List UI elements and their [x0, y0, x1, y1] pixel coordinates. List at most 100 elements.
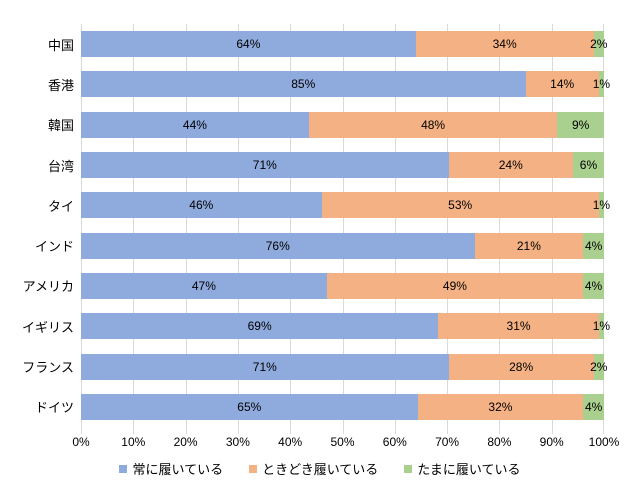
chart-row: 64% 34% 2% [81, 24, 607, 64]
stacked-bar: 69% 31% 1% [81, 313, 610, 340]
chart-row: 47% 49% 4% [81, 266, 604, 306]
gridline [394, 24, 396, 427]
x-tick-label: 80% [487, 435, 512, 449]
data-label: 32% [488, 399, 513, 414]
data-label: 14% [550, 77, 575, 92]
bar-segment: 14% [525, 71, 599, 98]
legend-item: 常に履いている [119, 459, 223, 478]
bar-segment: 69% [81, 313, 439, 340]
data-label: 44% [182, 117, 207, 132]
bar-rows: 64% 34% 2% 85% 14% 1% 44% 48% 9% 71% 24% 6% 46% 53% 1%… [81, 24, 610, 427]
bar-segment: 71% [81, 152, 449, 179]
data-label: 64% [236, 37, 261, 52]
data-label: 34% [492, 37, 517, 52]
bar-segment: 65% [81, 393, 418, 420]
chart-row: 71% 24% 6% [81, 145, 604, 185]
category-label: 香港 [47, 77, 74, 93]
bar-segment: 48% [308, 111, 558, 138]
stacked-bar: 65% 32% 4% [81, 393, 604, 420]
x-tick-label: 90% [539, 435, 564, 449]
x-tick-label: 40% [278, 435, 303, 449]
x-tick-label: 30% [225, 435, 250, 449]
bar-segment: 46% [81, 192, 322, 219]
bar-segment: 2% [590, 31, 607, 58]
chart-row: 76% 21% 4% [81, 225, 604, 265]
data-label: 2% [590, 359, 608, 374]
category-label: 台湾 [47, 158, 74, 174]
gridline [603, 24, 604, 427]
data-label: 47% [191, 278, 216, 293]
chart-row: 71% 28% 2% [81, 346, 607, 386]
category-label: ドイツ [34, 400, 74, 416]
gridline [290, 24, 292, 427]
stacked-bar: 76% 21% 4% [81, 232, 604, 259]
gridline [133, 24, 135, 427]
data-label: 53% [448, 198, 473, 213]
data-label: 9% [572, 117, 590, 132]
data-label: 1% [592, 77, 611, 92]
plot-area: 64% 34% 2% 85% 14% 1% 44% 48% 9% 71% 24% 6% 46% 53% 1%… [81, 24, 610, 434]
data-label: 65% [237, 399, 262, 414]
bar-segment: 64% [81, 31, 416, 58]
axis-tick-mark [342, 427, 344, 434]
stacked-bar: 46% 53% 1% [81, 192, 610, 219]
legend-label: たまに履いている [417, 462, 521, 477]
data-label: 76% [265, 238, 290, 253]
axis-tick-mark [447, 427, 449, 434]
legend: 常に履いている ときどき履いている たまに履いている [0, 459, 640, 478]
data-label: 4% [584, 399, 603, 414]
bar-segment: 47% [81, 272, 327, 299]
gridline [499, 24, 501, 427]
gridline [81, 24, 82, 427]
stacked-bar: 64% 34% 2% [81, 31, 607, 58]
category-label: イギリス [21, 319, 74, 335]
stacked-bar: 85% 14% 1% [81, 71, 610, 98]
axis-tick-mark [394, 427, 396, 434]
x-tick-label: 50% [330, 435, 355, 449]
axis-tick-mark [133, 427, 135, 434]
gridline [342, 24, 344, 427]
axis-tick-mark [551, 427, 553, 434]
bar-segment: 31% [438, 313, 599, 340]
data-label: 6% [579, 158, 598, 173]
bar-segment: 49% [326, 272, 584, 299]
chart-row: 46% 53% 1% [81, 185, 610, 225]
bar-segment: 2% [590, 353, 607, 380]
x-tick-label: 100% [588, 435, 620, 449]
axis-tick-mark [603, 427, 604, 434]
chart-row: 44% 48% 9% [81, 105, 604, 145]
gridline [447, 24, 449, 427]
data-label: 48% [421, 117, 446, 132]
data-label: 85% [291, 77, 316, 92]
bar-segment: 4% [583, 232, 604, 259]
gridline [551, 24, 553, 427]
bar-segment: 32% [417, 393, 584, 420]
legend-label: ときどき履いている [262, 462, 379, 477]
stacked-bar: 47% 49% 4% [81, 272, 604, 299]
legend-swatch-icon [404, 464, 413, 473]
axis-tick-mark [185, 427, 187, 434]
data-label: 46% [189, 198, 214, 213]
x-tick-label: 20% [173, 435, 198, 449]
data-label: 4% [584, 238, 603, 253]
axis-tick-mark [81, 427, 82, 434]
bar-segment: 4% [583, 393, 604, 420]
category-label: アメリカ [22, 279, 74, 295]
data-label: 2% [590, 37, 608, 52]
axis-tick-mark [499, 427, 501, 434]
data-label: 4% [584, 278, 603, 293]
bar-segment: 53% [321, 192, 599, 219]
category-label: インド [34, 239, 74, 255]
gridline [237, 24, 239, 427]
chart-row: 85% 14% 1% [81, 64, 610, 104]
data-label: 71% [252, 359, 277, 374]
chart-row: 69% 31% 1% [81, 306, 610, 346]
chart-row: 65% 32% 4% [81, 387, 604, 427]
stacked-bar: 71% 24% 6% [81, 152, 604, 179]
category-label: フランス [22, 360, 74, 376]
data-label: 69% [247, 319, 272, 334]
stacked-bar: 71% 28% 2% [81, 353, 607, 380]
category-label: 中国 [47, 37, 74, 53]
bar-segment: 4% [583, 272, 604, 299]
stacked-bar: 44% 48% 9% [81, 111, 604, 138]
